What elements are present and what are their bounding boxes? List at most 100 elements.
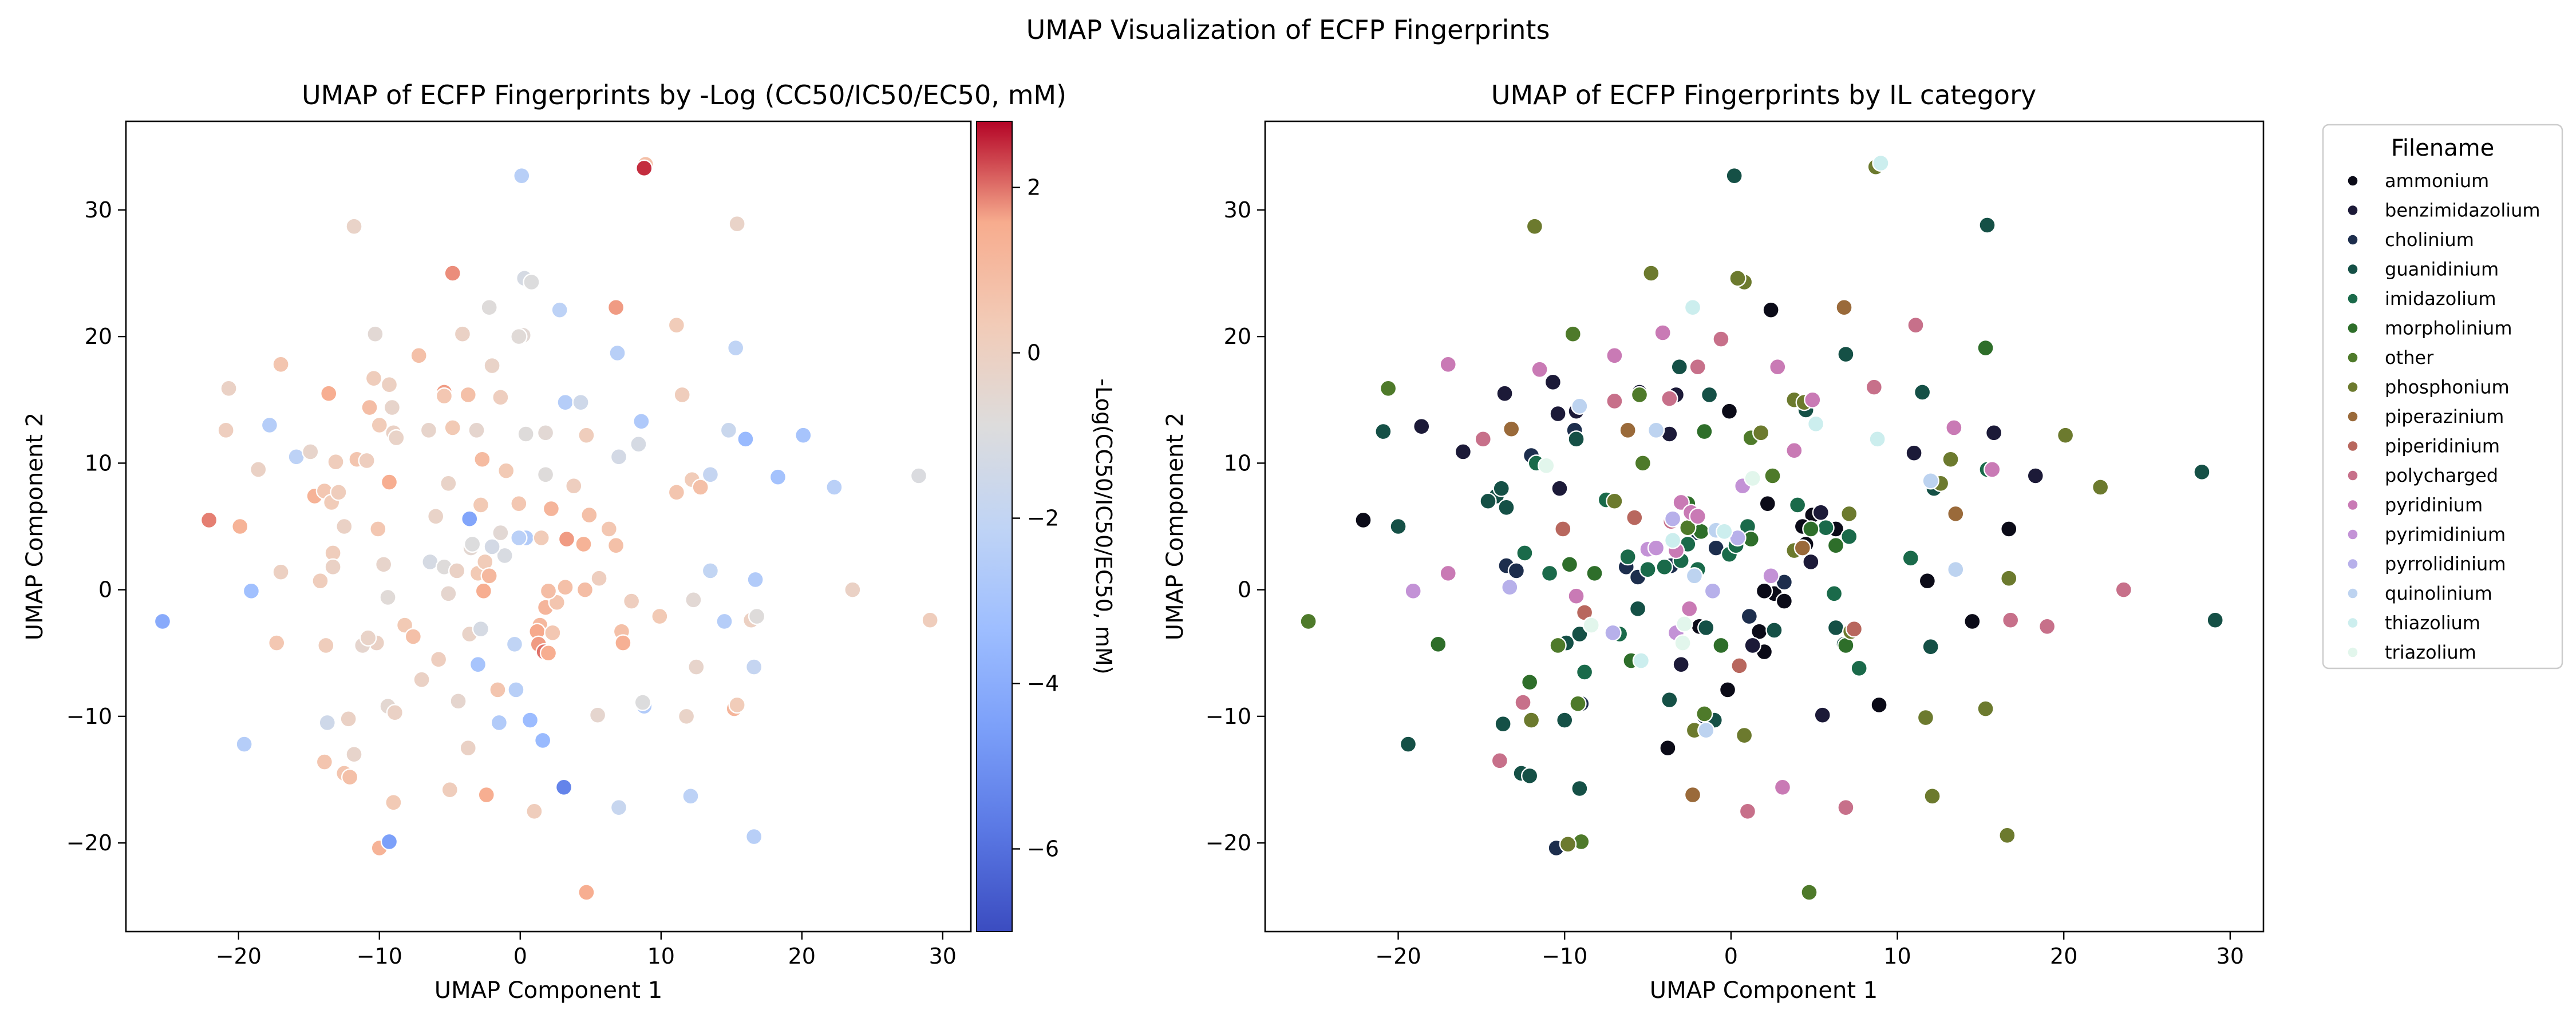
- right-scatter-point-other: [1634, 454, 1652, 472]
- right-scatter-point-thiazolium: [1684, 299, 1702, 316]
- left-scatter-point: [448, 562, 466, 580]
- left-scatter-point: [153, 612, 172, 631]
- right-scatter-point-quinolinium: [1922, 472, 1939, 490]
- legend-label-other: other: [2385, 347, 2434, 369]
- right-scatter-point-phosphonium: [1526, 217, 1544, 235]
- colorbar-gradient: [976, 121, 1013, 932]
- legend-marker-phosphonium: [2347, 381, 2358, 393]
- left-scatter-point: [673, 386, 691, 404]
- right-scatter-point-other: [1569, 695, 1587, 712]
- right-scatter-point-piperazinium: [1793, 539, 1812, 557]
- left-scatter-point: [345, 746, 363, 763]
- left-y-tick-label: 0: [98, 577, 112, 603]
- left-scatter-point: [701, 466, 720, 484]
- right-scatter-point-thiazolium: [1872, 154, 1890, 172]
- right-scatter-point-pyridinium: [1689, 508, 1706, 525]
- left-scatter-point: [572, 393, 590, 411]
- right-scatter-point-phosphonium: [1923, 787, 1941, 805]
- legend-title: Filename: [2391, 135, 2494, 161]
- left-y-tick-label: 20: [85, 324, 112, 349]
- left-scatter-point: [667, 484, 686, 501]
- right-scatter-point-thiazolium: [1868, 430, 1886, 448]
- left-scatter-point: [463, 535, 481, 553]
- left-scatter-point: [542, 500, 560, 518]
- right-y-ticks: −20 −10 0 10 20 30: [1206, 197, 1265, 855]
- right-scatter-point-morpholinium: [1560, 556, 1579, 573]
- right-scatter-point-ammonium: [1659, 739, 1677, 757]
- right-scatter-point-thiazolium: [1716, 522, 1733, 541]
- legend-box: [2322, 124, 2563, 670]
- left-scatter-point: [370, 416, 388, 434]
- right-scatter-point-guanidinium: [1399, 735, 1417, 753]
- left-plot-frame: [125, 120, 972, 933]
- right-scatter-point-phosphonium: [1942, 450, 1959, 468]
- right-scatter-point-imidazolium: [1619, 548, 1637, 566]
- left-scatter-point: [345, 217, 363, 235]
- legend-marker-other: [2347, 352, 2358, 363]
- left-scatter-point: [320, 385, 338, 402]
- legend-label-piperidinium: piperidinium: [2385, 435, 2500, 457]
- left-scatter-point: [272, 355, 290, 373]
- colorbar-tick-label: −4: [1027, 671, 1059, 696]
- right-scatter-point-triazolium: [1676, 615, 1693, 633]
- left-scatter-point: [358, 451, 376, 470]
- left-scatter-point: [231, 517, 249, 536]
- right-scatter-point-morpholinium: [1827, 536, 1845, 554]
- left-scatter-point: [469, 655, 487, 674]
- right-scatter-point-guanidinium: [1629, 600, 1647, 618]
- right-y-tick-label: 20: [1224, 324, 1251, 349]
- left-scatter-point: [315, 753, 334, 771]
- left-scatter-point: [453, 325, 472, 343]
- left-scatter-point: [317, 636, 335, 655]
- legend-label-phosphonium: phosphonium: [2385, 377, 2510, 398]
- left-scatter-point: [576, 581, 594, 599]
- left-scatter-point: [510, 327, 528, 346]
- right-scatter-point-ammonium: [1759, 494, 1777, 513]
- legend-label-quinolinium: quinolinium: [2385, 583, 2492, 604]
- left-scatter-point: [492, 524, 509, 542]
- right-scatter-point-benzimidazolium: [1549, 405, 1567, 423]
- legend-marker-piperazinium: [2347, 411, 2358, 422]
- right-scatter-point-cholinium: [1740, 607, 1759, 625]
- figure-suptitle: UMAP Visualization of ECFP Fingerprints: [1026, 14, 1550, 45]
- left-scatter-point: [383, 398, 401, 417]
- left-scatter-point: [380, 833, 398, 851]
- right-scatter-point-guanidinium: [1389, 517, 1407, 536]
- right-scatter-point-pyridinium: [1785, 442, 1803, 459]
- right-scatter-point-phosphonium: [1840, 505, 1858, 523]
- left-scatter-point: [728, 696, 746, 714]
- left-scatter-point: [622, 592, 641, 610]
- right-scatter-point-piperazinium: [1502, 420, 1520, 438]
- right-scatter-point-guanidinium: [1922, 637, 1939, 656]
- right-scatter-point-polycharged: [1606, 392, 1623, 410]
- right-scatter-point-cholinium: [1507, 562, 1526, 580]
- legend-label-pyrrolidinium: pyrrolidinium: [2385, 553, 2506, 575]
- right-scatter-point-other: [1800, 884, 1818, 901]
- left-scatter-point: [380, 376, 398, 394]
- right-scatter-point-guanidinium: [2206, 611, 2224, 629]
- right-scatter-point-phosphonium: [1522, 711, 1540, 729]
- left-x-tick-label: 0: [513, 944, 527, 969]
- left-scatter-point: [588, 706, 607, 724]
- right-scatter-point-pyridinium: [1654, 324, 1672, 342]
- left-scatter-point: [795, 426, 812, 444]
- left-scatter-point: [745, 658, 763, 676]
- left-scatter-point: [369, 520, 387, 538]
- right-scatter-point-morpholinium: [1429, 635, 1447, 653]
- right-scatter-point-triazolium: [1744, 469, 1761, 488]
- legend-marker-thiazolium: [2347, 617, 2358, 629]
- right-scatter-point-triazolium: [1674, 634, 1692, 652]
- left-scatter-point: [692, 478, 709, 496]
- legend-marker-benzimidazolium: [2347, 204, 2358, 216]
- right-scatter-point-benzimidazolium: [1744, 636, 1761, 655]
- left-scatter-point: [578, 884, 595, 901]
- left-scatter-point: [825, 478, 843, 496]
- right-scatter-point-morpholinium: [1696, 422, 1713, 441]
- left-x-tick-label: −10: [357, 944, 402, 969]
- left-y-tick-label: −10: [66, 704, 112, 729]
- right-scatter-point-guanidinium: [1661, 691, 1678, 709]
- left-scatter-point: [339, 710, 357, 728]
- right-scatter-point-polycharged: [2001, 611, 2020, 629]
- legend-label-thiazolium: thiazolium: [2385, 612, 2480, 634]
- right-scatter-point-benzimidazolium: [1551, 480, 1568, 497]
